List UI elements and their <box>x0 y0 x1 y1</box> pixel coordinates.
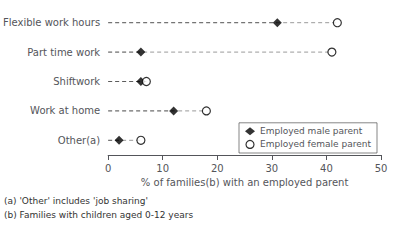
svg-text:40: 40 <box>320 163 333 174</box>
svg-text:Shiftwork: Shiftwork <box>53 76 100 87</box>
svg-text:Part time work: Part time work <box>27 47 100 58</box>
svg-text:Flexible work hours: Flexible work hours <box>3 17 100 28</box>
svg-text:% of families(b) with an emplo: % of families(b) with an employed parent <box>141 177 349 188</box>
svg-text:Other(a): Other(a) <box>58 135 100 146</box>
svg-text:0: 0 <box>105 163 111 174</box>
svg-text:(b) Families with children age: (b) Families with children aged 0-12 yea… <box>4 210 193 220</box>
svg-text:10: 10 <box>156 163 169 174</box>
svg-text:30: 30 <box>265 163 278 174</box>
svg-text:Work at home: Work at home <box>30 105 100 116</box>
svg-text:50: 50 <box>375 163 388 174</box>
svg-text:20: 20 <box>211 163 224 174</box>
svg-text:(a) 'Other' includes 'job shar: (a) 'Other' includes 'job sharing' <box>4 196 148 206</box>
svg-text:Employed female parent: Employed female parent <box>260 139 371 149</box>
svg-text:Employed male parent: Employed male parent <box>260 126 363 136</box>
